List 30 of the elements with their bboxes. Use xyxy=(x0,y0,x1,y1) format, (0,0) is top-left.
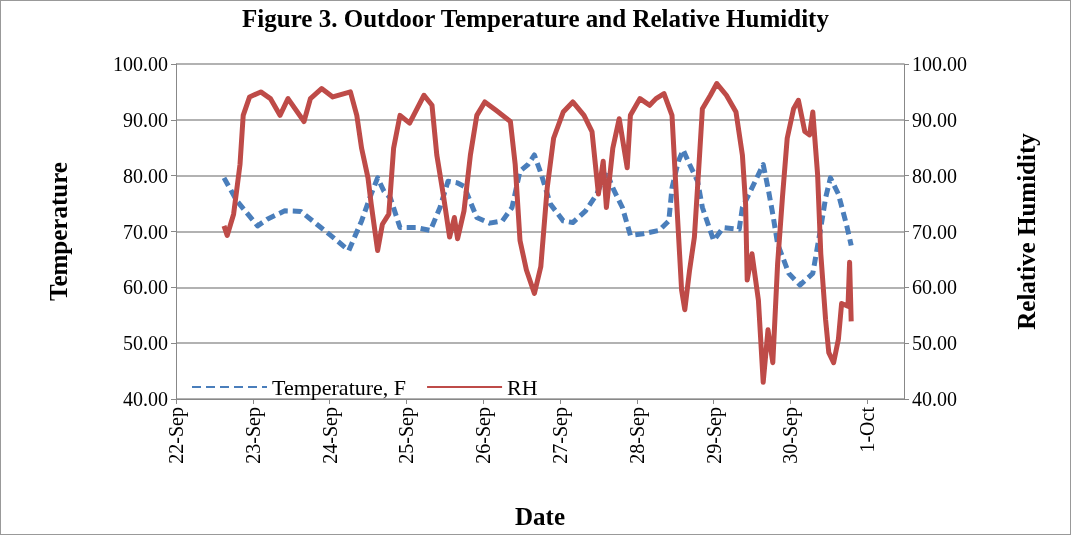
legend-label: RH xyxy=(507,374,538,400)
y-tick-label: 100.00 xyxy=(113,53,168,75)
x-tick-label: 23-Sep xyxy=(241,407,265,464)
x-axis-title: Date xyxy=(515,503,565,530)
y2-axis-title: Relative Humidity xyxy=(1013,132,1040,330)
y-tick-label: 50.00 xyxy=(123,332,168,355)
y-tick-label: 40.00 xyxy=(123,388,168,410)
y2-tick-label: 80.00 xyxy=(912,164,957,187)
x-tick-label: 22-Sep xyxy=(165,407,188,464)
x-tick-label: 25-Sep xyxy=(395,407,419,464)
x-tick-label: 28-Sep xyxy=(625,407,649,464)
x-tick-label: 29-Sep xyxy=(702,407,726,464)
y2-tick-label: 60.00 xyxy=(912,276,957,299)
y2-tick-label: 50.00 xyxy=(912,332,957,355)
x-tick-label: 27-Sep xyxy=(549,407,572,464)
x-tick-label: 24-Sep xyxy=(318,407,342,464)
chart-title: Figure 3. Outdoor Temperature and Relative Humidity xyxy=(242,5,830,32)
x-tick-label: 30-Sep xyxy=(779,407,803,464)
x-tick-label: 26-Sep xyxy=(472,407,496,464)
y2-tick-label: 90.00 xyxy=(912,108,957,131)
x-tick-label: 1-Oct xyxy=(856,406,879,453)
y-tick-label: 80.00 xyxy=(123,164,168,187)
y2-tick-label: 70.00 xyxy=(912,220,957,243)
y-tick-label: 70.00 xyxy=(123,220,168,243)
legend-label: Temperature, F xyxy=(272,374,407,400)
y2-tick-label: 100.00 xyxy=(912,53,967,75)
y2-tick-label: 40.00 xyxy=(912,388,957,410)
y-tick-label: 60.00 xyxy=(123,276,168,299)
y-axis-title: Temperature xyxy=(45,162,72,301)
y-tick-label: 90.00 xyxy=(123,108,168,131)
